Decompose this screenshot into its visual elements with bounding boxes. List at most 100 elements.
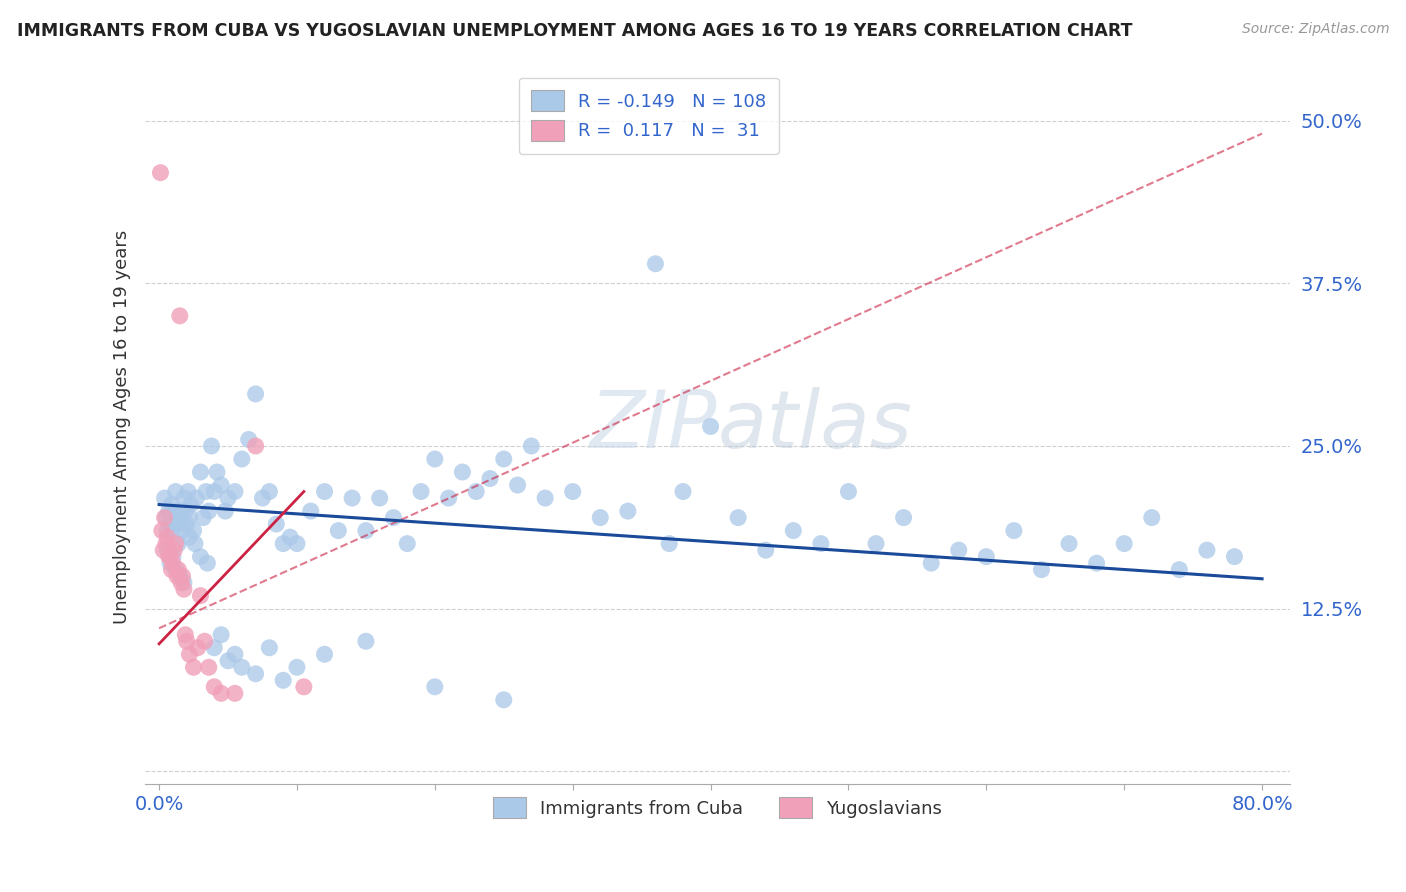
Point [617, 504, 640, 518]
Point [205, 465, 228, 479]
Point [202, 484, 225, 499]
Point [190, 589, 212, 603]
Point [893, 510, 915, 524]
Point [160, 563, 183, 577]
Point [157, 549, 180, 564]
Point [252, 491, 274, 505]
Point [179, 647, 201, 661]
Y-axis label: Unemployment Among Ages 16 to 19 years: Unemployment Among Ages 16 to 19 years [114, 229, 131, 624]
Point [159, 556, 181, 570]
Point [492, 452, 515, 467]
Point [163, 504, 186, 518]
Point [170, 575, 193, 590]
Point [340, 491, 363, 505]
Point [1223, 549, 1246, 564]
Point [152, 543, 174, 558]
Point [1057, 536, 1080, 550]
Point [465, 484, 488, 499]
Point [173, 582, 195, 597]
Point [174, 628, 197, 642]
Point [197, 504, 219, 518]
Point [183, 660, 205, 674]
Point [165, 563, 187, 577]
Point [354, 524, 377, 538]
Point [328, 524, 350, 538]
Point [699, 419, 721, 434]
Point [190, 465, 212, 479]
Point [314, 484, 336, 499]
Point [193, 510, 215, 524]
Point [153, 510, 176, 524]
Point [159, 549, 181, 564]
Text: atlas: atlas [717, 387, 912, 466]
Legend: Immigrants from Cuba, Yugoslavians: Immigrants from Cuba, Yugoslavians [486, 790, 949, 825]
Point [169, 569, 191, 583]
Text: ZIP: ZIP [591, 387, 717, 466]
Point [155, 536, 177, 550]
Point [172, 569, 194, 583]
Point [266, 517, 288, 532]
Point [451, 465, 474, 479]
Point [285, 660, 308, 674]
Point [478, 471, 501, 485]
Point [423, 680, 446, 694]
Point [173, 575, 195, 590]
Point [245, 387, 267, 401]
Point [202, 680, 225, 694]
Point [162, 556, 184, 570]
Point [271, 673, 294, 688]
Point [180, 498, 202, 512]
Point [520, 439, 543, 453]
Point [194, 484, 217, 499]
Point [658, 536, 681, 550]
Point [172, 524, 194, 538]
Text: IMMIGRANTS FROM CUBA VS YUGOSLAVIAN UNEMPLOYMENT AMONG AGES 16 TO 19 YEARS CORRE: IMMIGRANTS FROM CUBA VS YUGOSLAVIAN UNEM… [17, 22, 1132, 40]
Point [1002, 524, 1025, 538]
Point [259, 484, 281, 499]
Point [285, 536, 308, 550]
Point [437, 491, 460, 505]
Point [976, 549, 998, 564]
Point [837, 484, 859, 499]
Point [224, 484, 246, 499]
Point [644, 257, 666, 271]
Point [159, 517, 181, 532]
Point [672, 484, 695, 499]
Point [165, 484, 187, 499]
Point [156, 543, 179, 558]
Point [176, 634, 198, 648]
Point [271, 536, 294, 550]
Point [155, 510, 177, 524]
Point [190, 549, 212, 564]
Point [166, 569, 188, 583]
Point [506, 478, 529, 492]
Point [163, 543, 186, 558]
Point [166, 517, 188, 532]
Point [176, 517, 198, 532]
Point [174, 504, 197, 518]
Point [314, 647, 336, 661]
Point [1031, 563, 1053, 577]
Point [202, 640, 225, 655]
Point [238, 433, 260, 447]
Point [200, 439, 222, 453]
Point [224, 686, 246, 700]
Point [162, 549, 184, 564]
Point [409, 484, 432, 499]
Point [162, 524, 184, 538]
Point [755, 543, 778, 558]
Point [156, 524, 179, 538]
Point [492, 693, 515, 707]
Point [259, 640, 281, 655]
Point [195, 556, 218, 570]
Point [589, 510, 612, 524]
Point [179, 510, 201, 524]
Point [167, 536, 190, 550]
Point [920, 556, 942, 570]
Point [197, 660, 219, 674]
Point [561, 484, 583, 499]
Point [169, 504, 191, 518]
Point [186, 491, 208, 505]
Point [187, 640, 209, 655]
Point [245, 666, 267, 681]
